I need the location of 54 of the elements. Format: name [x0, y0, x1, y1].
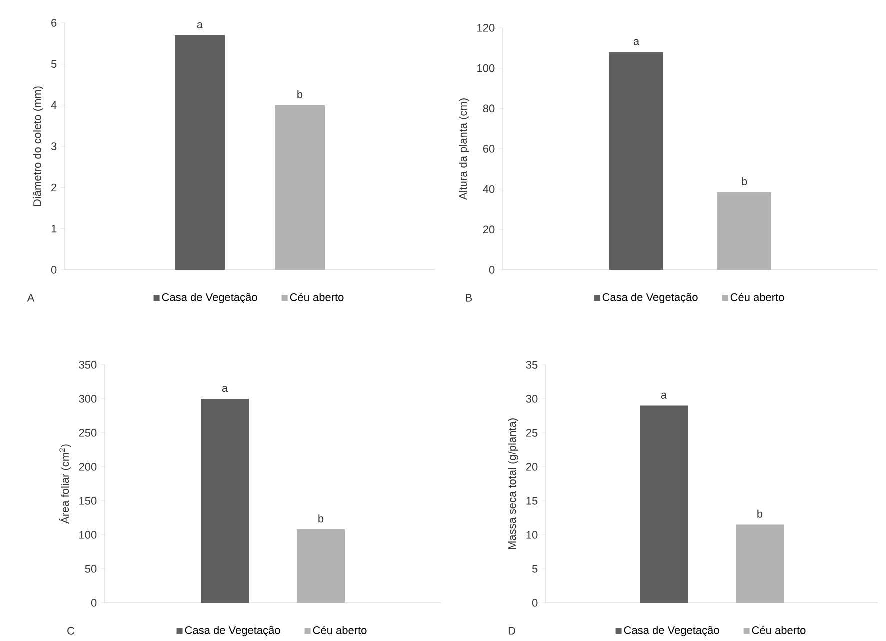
legend-label: Céu aberto: [730, 293, 784, 302]
annotation: b: [298, 90, 303, 98]
y-tick-label: 15: [526, 497, 538, 505]
y-tick-label: 150: [80, 497, 97, 505]
legend-label: Céu aberto: [290, 293, 344, 302]
text: C: [68, 627, 75, 635]
y-axis-title: Área foliar (cm$^{2}$): [59, 444, 72, 524]
annotation: a: [222, 386, 228, 392]
y-tick-label: 100: [478, 64, 495, 72]
y-tick-label: 350: [79, 361, 97, 369]
y-tick-label: 0: [489, 266, 495, 274]
y-tick-label: 3: [51, 142, 57, 150]
annotation: b: [758, 510, 763, 518]
y-tick-label: 200: [79, 463, 97, 471]
y-axis-title: Diâmetro do coleto (mm): [33, 86, 44, 206]
y-tick-label: 2: [52, 184, 57, 192]
annotation: b: [318, 514, 324, 523]
y-tick-label: 5: [532, 565, 538, 573]
y-tick-label: 20: [483, 226, 495, 234]
annotation: b: [742, 177, 748, 186]
annotation: a: [197, 22, 204, 28]
y-tick-label: 0: [532, 599, 538, 607]
text: A: [27, 294, 35, 302]
y-tick-label: 35: [526, 361, 538, 369]
legend-label: Casa de Vegetação: [624, 626, 720, 636]
y-tick-label: 40: [483, 185, 495, 194]
text: B: [466, 294, 472, 302]
y-tick-label: 4: [51, 102, 57, 110]
y-axis-title: Altura da planta (cm): [459, 98, 470, 200]
legend-label: Casa de Vegetação: [162, 293, 258, 304]
annotation: a: [661, 392, 668, 399]
y-tick-label: 0: [51, 266, 57, 274]
legend-label: Céu aberto: [752, 626, 806, 634]
legend-label: Casa de Vegetação: [185, 626, 280, 636]
legend-label: Céu aberto: [313, 626, 367, 634]
y-tick-label: 6: [52, 19, 57, 27]
y-tick-label: 5: [51, 60, 57, 68]
y-axis-title: Massa seca total (g/planta): [508, 418, 518, 550]
y-tick-label: 20: [526, 463, 538, 471]
text: D: [508, 627, 516, 635]
y-tick-label: 1: [52, 225, 57, 233]
annotation: a: [634, 39, 640, 46]
y-tick-label: 250: [79, 429, 97, 437]
y-tick-label: 30: [526, 395, 538, 403]
y-tick-label: 25: [526, 429, 538, 437]
legend-label: Casa de Vegetação: [602, 293, 698, 304]
y-tick-label: 10: [526, 531, 538, 539]
y-tick-label: 80: [483, 104, 495, 113]
y-tick-label: 0: [91, 599, 97, 607]
y-tick-label: 50: [85, 565, 97, 573]
y-tick-label: 60: [483, 145, 495, 153]
y-tick-label: 120: [478, 24, 495, 32]
y-tick-label: 100: [80, 531, 97, 539]
y-tick-label: 300: [79, 395, 97, 403]
